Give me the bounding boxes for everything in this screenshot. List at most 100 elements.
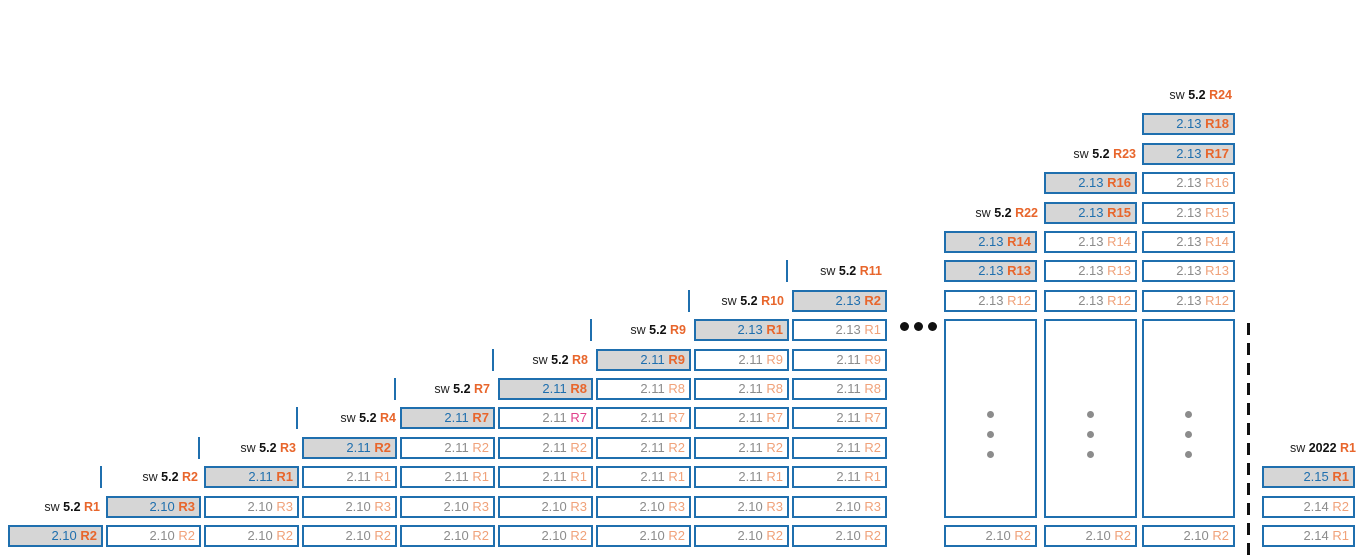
version-number: 2.13: [1176, 175, 1202, 191]
version-cell: 2.11 R8: [596, 378, 691, 400]
version-cell: 2.11 R1: [792, 466, 887, 489]
version-number: 2.11: [836, 469, 861, 485]
version-number: 2.10: [835, 528, 861, 543]
sw-version: 5.2: [161, 470, 179, 485]
ellipsis-dot: [1087, 411, 1094, 419]
sw-release: R11: [859, 264, 882, 279]
version-cell: 2.10 R2: [8, 525, 103, 547]
version-number: 2.10: [149, 528, 175, 543]
release-number: R1: [374, 469, 391, 485]
collapsed-rows-box: [1044, 319, 1137, 518]
release-number: R15: [1107, 204, 1131, 220]
sw-release: R22: [1015, 205, 1038, 220]
version-number: 2.13: [1176, 204, 1202, 220]
version-number: 2.13: [1078, 175, 1104, 191]
release-number: R2: [766, 439, 783, 455]
sw-prefix: sw: [820, 264, 836, 279]
sw-version: 5.2: [740, 293, 758, 308]
release-number: R14: [1007, 234, 1031, 249]
release-number: R8: [668, 381, 685, 396]
release-number: R2: [668, 439, 685, 455]
release-label: sw 5.2 R22: [975, 202, 1038, 224]
version-cell: 2.11 R1: [498, 466, 593, 489]
version-cell: 2.10 R3: [204, 495, 299, 518]
sw-prefix: sw: [975, 205, 991, 220]
version-number: 2.10: [443, 498, 469, 514]
version-cell: 2.13 R1: [792, 319, 887, 342]
release-number: R8: [766, 381, 783, 396]
sw-version: 5.2: [1092, 146, 1110, 161]
release-label: sw 5.2 R24: [1169, 84, 1232, 106]
version-number: 2.14: [1303, 498, 1329, 514]
release-number: R1: [668, 469, 685, 485]
version-cell: 2.11 R7: [694, 407, 789, 430]
continuation-dot: [914, 322, 923, 331]
sw-version: 5.2: [649, 323, 667, 338]
sw-release: R3: [280, 440, 296, 455]
version-cell: 2.11 R9: [596, 348, 691, 371]
release-label: sw 5.2 R10: [721, 290, 784, 312]
ellipsis-dot: [987, 451, 994, 459]
version-number: 2.15: [1303, 469, 1329, 485]
version-number: 2.10: [247, 528, 273, 543]
divider-line: [296, 407, 298, 430]
release-label: sw 5.2 R1: [44, 496, 100, 518]
sw-prefix: sw: [142, 470, 158, 485]
sw-version: 5.2: [259, 440, 277, 455]
sw-version: 5.2: [359, 411, 377, 426]
version-number: 2.10: [247, 498, 273, 514]
divider-line: [198, 436, 200, 459]
version-cell: 2.11 R7: [498, 407, 593, 430]
release-number: R9: [766, 351, 783, 367]
release-number: R2: [80, 528, 97, 543]
version-number: 2.10: [737, 498, 763, 514]
version-cell: 2.11 R8: [792, 378, 887, 400]
version-number: 2.11: [640, 410, 665, 426]
release-number: R12: [1107, 292, 1131, 308]
version-number: 2.10: [985, 528, 1011, 543]
release-number: R3: [178, 498, 195, 514]
release-number: R9: [668, 351, 685, 367]
release-number: R1: [1332, 528, 1349, 543]
version-cell: 2.10 R2: [1044, 525, 1137, 547]
collapsed-rows-box: [1142, 319, 1235, 518]
ellipsis-dot: [1185, 411, 1192, 419]
version-cell: 2.14 R2: [1262, 495, 1355, 518]
release-number: R13: [1205, 263, 1229, 279]
version-cell: 2.10 R3: [106, 495, 201, 518]
version-number: 2.13: [737, 322, 763, 338]
release-number: R3: [570, 498, 587, 514]
version-cell: 2.11 R2: [694, 436, 789, 459]
version-number: 2.11: [836, 381, 861, 396]
release-number: R8: [864, 381, 881, 396]
dashed-separator: [1247, 463, 1250, 475]
release-label: sw 5.2 R9: [630, 319, 686, 341]
version-cell: 2.13 R14: [944, 231, 1037, 253]
version-cell: 2.10 R2: [400, 525, 495, 547]
release-number: R3: [472, 498, 489, 514]
version-cell: 2.13 R12: [1044, 289, 1137, 312]
version-number: 2.11: [542, 469, 567, 485]
version-number: 2.13: [1078, 292, 1104, 308]
sw-prefix: sw: [340, 411, 356, 426]
sw-prefix: sw: [434, 382, 450, 396]
version-number: 2.13: [1078, 234, 1104, 249]
release-number: R3: [374, 498, 391, 514]
version-cell: 2.11 R1: [204, 466, 299, 489]
release-number: R2: [178, 528, 195, 543]
version-number: 2.13: [835, 322, 861, 338]
version-number: 2.11: [346, 469, 371, 485]
version-number: 2.11: [640, 469, 665, 485]
version-number: 2.10: [639, 528, 665, 543]
version-cell: 2.10 R2: [498, 525, 593, 547]
version-cell: 2.11 R2: [498, 436, 593, 459]
sw-prefix: sw: [240, 440, 256, 455]
release-number: R1: [472, 469, 489, 485]
version-number: 2.13: [1176, 234, 1202, 249]
sw-release: R8: [572, 352, 588, 367]
ellipsis-dot: [987, 431, 994, 439]
release-number: R2: [374, 439, 391, 455]
version-number: 2.13: [1078, 263, 1104, 279]
version-number: 2.13: [1176, 145, 1202, 161]
